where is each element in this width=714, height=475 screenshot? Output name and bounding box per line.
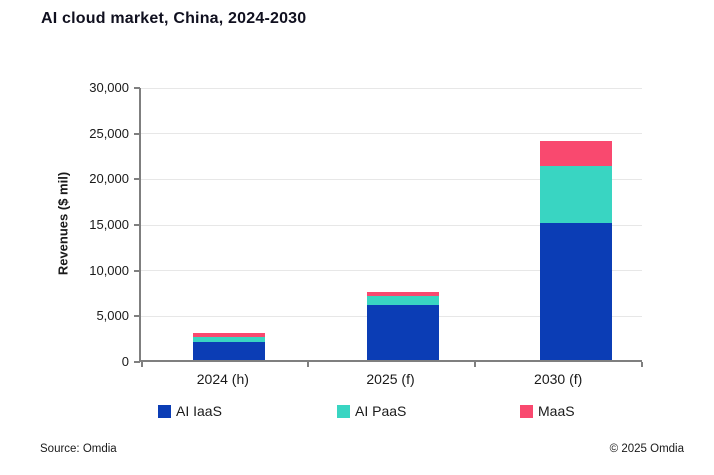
bar-segment-maas <box>540 140 612 167</box>
x-axis-tick <box>141 362 143 367</box>
bar-2030-f- <box>540 86 612 360</box>
y-axis-tick <box>134 178 140 181</box>
legend-label: AI IaaS <box>176 403 222 419</box>
y-tick-label: 5,000 <box>96 308 129 324</box>
y-tick-label: 0 <box>121 354 129 369</box>
y-axis-tick <box>134 224 140 226</box>
legend-item-ai-paas: AI PaaS <box>337 403 406 419</box>
x-tick-label: 2025 (f) <box>366 371 415 387</box>
y-tick-label: 15,000 <box>89 217 129 232</box>
bar-segment-ai-paas <box>367 296 439 306</box>
bar-segment-ai-paas <box>540 166 612 223</box>
bar-2024-h- <box>193 86 265 360</box>
gridline <box>141 133 642 135</box>
chart-title: AI cloud market, China, 2024-2030 <box>41 10 307 27</box>
y-tick-label: 30,000 <box>89 80 129 95</box>
y-axis-tick <box>134 315 140 318</box>
bar-segment-maas <box>193 332 265 338</box>
y-axis-tick <box>134 269 140 272</box>
source-note: Source: Omdia <box>40 443 117 455</box>
x-tick-label: 2030 (f) <box>534 371 583 387</box>
bar-segment-ai-paas <box>193 337 265 342</box>
gridline <box>141 178 642 180</box>
x-axis-tick <box>474 362 476 367</box>
bar-segment-maas <box>367 292 439 297</box>
x-axis-tick <box>641 362 643 367</box>
legend-label: AI PaaS <box>355 403 407 419</box>
legend-swatch-icon <box>520 404 533 418</box>
legend-label: MaaS <box>538 403 575 419</box>
copyright-note: © 2025 Omdia <box>609 443 684 455</box>
y-tick-label: 10,000 <box>89 262 129 278</box>
legend-item-maas: MaaS <box>520 403 575 419</box>
x-axis-tick <box>307 362 309 367</box>
bar-segment-ai-iaas <box>540 223 612 360</box>
y-axis-tick <box>134 87 140 89</box>
y-axis-tick <box>134 361 140 363</box>
bar-segment-ai-iaas <box>193 341 265 360</box>
legend-item-ai-iaas: AI IaaS <box>158 403 222 419</box>
y-axis-tick <box>134 132 140 135</box>
bar-segment-ai-iaas <box>367 305 439 360</box>
gridline <box>141 270 642 272</box>
gridline <box>141 87 642 89</box>
y-tick-label: 25,000 <box>89 125 129 141</box>
gridline <box>141 224 642 226</box>
plot-area <box>134 86 643 367</box>
y-tick-label: 20,000 <box>89 171 129 187</box>
bar-2025-f- <box>367 86 439 360</box>
legend-swatch-icon <box>337 404 350 418</box>
legend-swatch-icon <box>158 404 171 418</box>
x-tick-label: 2024 (h) <box>196 371 249 387</box>
